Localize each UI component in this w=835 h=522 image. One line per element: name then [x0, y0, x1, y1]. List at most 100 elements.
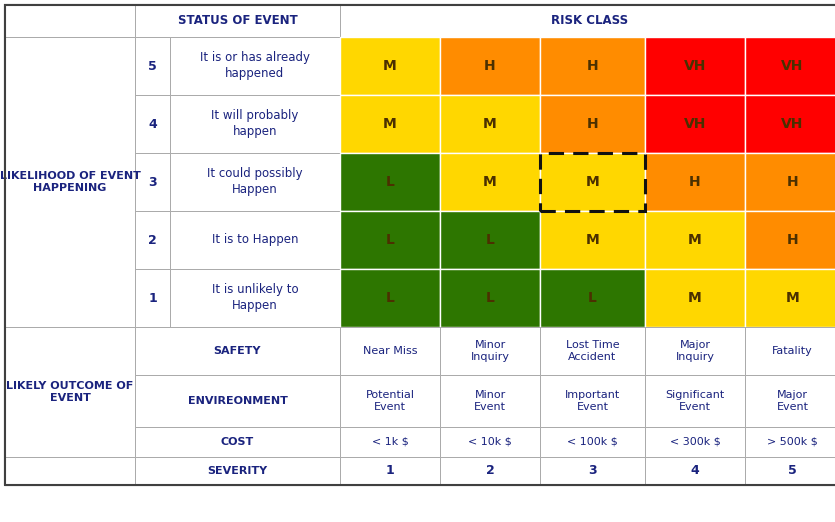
Bar — [745, 95, 835, 153]
Bar — [540, 327, 645, 375]
Text: H: H — [484, 59, 496, 73]
Text: L: L — [588, 291, 597, 305]
Bar — [340, 457, 440, 485]
Text: It could possibly
Happen: It could possibly Happen — [207, 168, 303, 196]
Bar — [540, 457, 645, 485]
Text: It is or has already
happened: It is or has already happened — [200, 52, 310, 80]
Text: H: H — [587, 117, 599, 131]
Bar — [540, 375, 645, 427]
Text: < 1k $: < 1k $ — [372, 437, 408, 447]
Bar — [440, 211, 540, 269]
Text: 3: 3 — [148, 175, 157, 188]
Text: SEVERITY: SEVERITY — [207, 466, 267, 476]
Text: M: M — [383, 59, 397, 73]
Text: VH: VH — [782, 59, 803, 73]
Bar — [170, 37, 340, 95]
Bar — [340, 95, 440, 153]
Text: < 300k $: < 300k $ — [670, 437, 721, 447]
Bar — [135, 5, 340, 37]
Text: < 10k $: < 10k $ — [468, 437, 512, 447]
Bar — [645, 457, 745, 485]
Text: M: M — [483, 117, 497, 131]
Bar — [135, 153, 170, 211]
Text: 2: 2 — [148, 233, 157, 246]
Text: M: M — [688, 233, 702, 247]
Text: It will probably
happen: It will probably happen — [211, 110, 299, 138]
Text: H: H — [787, 233, 798, 247]
Bar — [645, 37, 745, 95]
Text: STATUS OF EVENT: STATUS OF EVENT — [178, 15, 297, 28]
Bar — [135, 95, 170, 153]
Text: L: L — [386, 175, 394, 189]
Bar — [540, 269, 645, 327]
Text: RISK CLASS: RISK CLASS — [551, 15, 629, 28]
Bar — [135, 37, 170, 95]
Text: M: M — [688, 291, 702, 305]
Bar — [645, 95, 745, 153]
Text: LIKELY OUTCOME OF
EVENT: LIKELY OUTCOME OF EVENT — [7, 381, 134, 403]
Bar — [340, 153, 440, 211]
Text: L: L — [386, 291, 394, 305]
Text: 4: 4 — [691, 465, 700, 478]
Bar — [135, 375, 340, 427]
Bar — [540, 95, 645, 153]
Bar — [135, 269, 170, 327]
Text: > 500k $: > 500k $ — [767, 437, 817, 447]
Text: LIKELIHOOD OF EVENT
HAPPENING: LIKELIHOOD OF EVENT HAPPENING — [0, 171, 140, 193]
Text: 1: 1 — [386, 465, 394, 478]
Text: M: M — [483, 175, 497, 189]
Bar — [440, 457, 540, 485]
Bar — [745, 211, 835, 269]
Bar — [645, 153, 745, 211]
Bar — [540, 153, 645, 211]
Bar — [745, 427, 835, 457]
Bar — [5, 457, 135, 485]
Text: 4: 4 — [148, 117, 157, 130]
Bar — [340, 375, 440, 427]
Text: COST: COST — [221, 437, 254, 447]
Bar — [5, 5, 135, 37]
Text: H: H — [689, 175, 701, 189]
Bar — [745, 37, 835, 95]
Text: L: L — [486, 233, 494, 247]
Text: Lost Time
Accident: Lost Time Accident — [565, 340, 620, 362]
Text: Potential
Event: Potential Event — [366, 390, 414, 412]
Bar — [440, 153, 540, 211]
Bar — [170, 95, 340, 153]
Bar — [645, 427, 745, 457]
Bar — [645, 211, 745, 269]
Text: H: H — [587, 59, 599, 73]
Bar — [340, 5, 835, 37]
Text: L: L — [486, 291, 494, 305]
Text: Fatality: Fatality — [772, 346, 813, 356]
Text: M: M — [585, 175, 600, 189]
Text: M: M — [383, 117, 397, 131]
Text: 1: 1 — [148, 291, 157, 304]
Bar — [5, 327, 135, 457]
Text: It is to Happen: It is to Happen — [212, 233, 298, 246]
Text: M: M — [786, 291, 799, 305]
Text: 2: 2 — [486, 465, 494, 478]
Text: SAFETY: SAFETY — [214, 346, 261, 356]
Bar — [135, 211, 170, 269]
Bar — [645, 327, 745, 375]
Bar — [340, 211, 440, 269]
Text: VH: VH — [782, 117, 803, 131]
Text: Near Miss: Near Miss — [362, 346, 418, 356]
Text: Minor
Event: Minor Event — [474, 390, 506, 412]
Bar — [135, 327, 340, 375]
Text: L: L — [386, 233, 394, 247]
Bar — [440, 37, 540, 95]
Bar — [440, 427, 540, 457]
Bar — [745, 153, 835, 211]
Bar — [745, 327, 835, 375]
Bar — [340, 37, 440, 95]
Bar — [745, 375, 835, 427]
Bar — [540, 153, 645, 211]
Text: 3: 3 — [588, 465, 597, 478]
Bar — [440, 269, 540, 327]
Bar — [440, 95, 540, 153]
Text: It is unlikely to
Happen: It is unlikely to Happen — [212, 283, 298, 313]
Text: Significant
Event: Significant Event — [665, 390, 725, 412]
Bar — [745, 269, 835, 327]
